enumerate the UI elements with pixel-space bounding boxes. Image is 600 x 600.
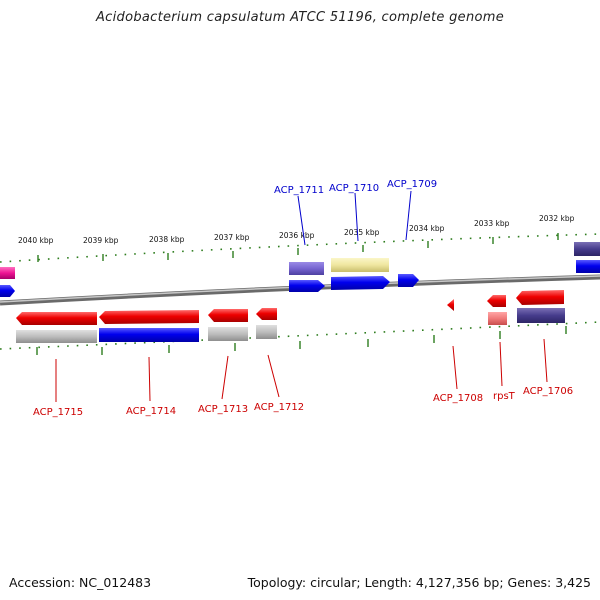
kbp-label: 2032 kbp (539, 214, 575, 223)
feature-bar (0, 267, 15, 279)
kbp-label: 2035 kbp (344, 228, 380, 237)
feature-arrow (447, 299, 454, 311)
label-leaders (55, 190, 548, 402)
feature-arrow (516, 290, 564, 305)
feature-arrow (208, 309, 248, 322)
feature-bar (488, 312, 507, 325)
gene-label: ACP_1710 (329, 183, 379, 194)
inner-tick-ring (0, 321, 600, 355)
feature-arrow (256, 308, 277, 320)
feature-bar (256, 325, 277, 339)
accession-text: Accession: NC_012483 (9, 575, 152, 590)
feature-arrow (289, 280, 325, 292)
kbp-label: 2037 kbp (214, 233, 250, 242)
gene-label: ACP_1706 (523, 386, 573, 397)
feature-arrow (487, 295, 506, 307)
map-title: Acidobacterium capsulatum ATCC 51196, co… (95, 10, 505, 25)
kbp-label: 2033 kbp (474, 219, 510, 228)
gene-label: ACP_1711 (274, 185, 324, 196)
outer-tick-ring (0, 233, 600, 263)
feature-bar (208, 327, 248, 341)
kbp-label: 2040 kbp (18, 236, 54, 245)
feature-arrow (398, 274, 419, 287)
feature-bar (16, 330, 97, 343)
kbp-labels: 2040 kbp 2039 kbp 2038 kbp 2037 kbp 2036… (18, 214, 575, 245)
feature-arrow (99, 310, 199, 324)
forward-gene-labels: ACP_1711 ACP_1710 ACP_1709 (274, 179, 437, 196)
feature-bar (289, 262, 324, 275)
forward-features (0, 242, 600, 297)
kbp-label: 2038 kbp (149, 235, 185, 244)
reverse-features (16, 290, 565, 343)
feature-bar (574, 242, 600, 256)
reverse-gene-labels: ACP_1715 ACP_1714 ACP_1713 ACP_1712 ACP_… (33, 386, 573, 418)
feature-bar (576, 260, 600, 273)
feature-bar (331, 258, 389, 272)
feature-bar (99, 328, 199, 342)
feature-arrow (331, 276, 390, 290)
feature-bar (517, 308, 565, 323)
gene-label: ACP_1712 (254, 402, 304, 413)
gene-label: ACP_1714 (126, 406, 176, 417)
feature-arrow (16, 312, 97, 325)
topology-text: Topology: circular; Length: 4,127,356 bp… (247, 575, 591, 590)
kbp-label: 2034 kbp (409, 224, 445, 233)
gene-label: rpsT (493, 391, 516, 402)
kbp-label: 2036 kbp (279, 231, 315, 240)
gene-label: ACP_1713 (198, 404, 248, 415)
gene-label: ACP_1708 (433, 393, 483, 404)
feature-arrow (0, 285, 15, 297)
gene-label: ACP_1715 (33, 407, 83, 418)
gene-label: ACP_1709 (387, 179, 437, 190)
kbp-label: 2039 kbp (83, 236, 119, 245)
